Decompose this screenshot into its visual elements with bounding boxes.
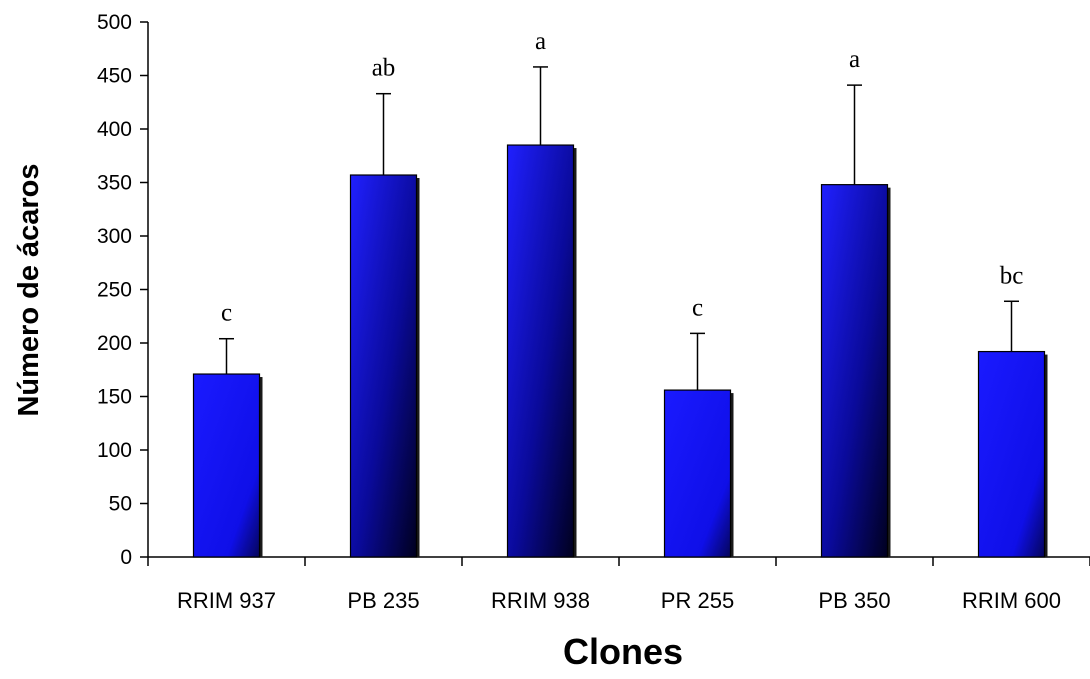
- x-tick-label: RRIM 937: [177, 588, 276, 613]
- bar: [977, 350, 1046, 558]
- significance-label: bc: [1000, 262, 1024, 289]
- y-tick-label: 50: [109, 493, 132, 516]
- bar: [192, 373, 261, 558]
- bar: [663, 389, 732, 558]
- y-tick-label: 400: [97, 118, 132, 141]
- y-tick-label: 100: [97, 439, 132, 462]
- y-axis-title-group: Número de ácaros: [13, 163, 45, 416]
- y-tick-label: 450: [97, 65, 132, 88]
- x-tick-label: RRIM 600: [962, 588, 1061, 613]
- significance-label: a: [849, 46, 860, 73]
- bar: [820, 184, 889, 558]
- significance-label: a: [535, 28, 546, 55]
- significance-label: c: [221, 300, 232, 327]
- y-axis-title: Número de ácaros: [13, 163, 45, 416]
- y-tick-label: 0: [120, 546, 132, 569]
- y-tick-label: 350: [97, 172, 132, 195]
- x-tick-label: PB 235: [347, 588, 419, 613]
- plot-area: 0 50 100 150 200 250 300 350 400 450 500 c RRIM 937 a…: [97, 11, 1090, 613]
- bar: [506, 144, 575, 558]
- x-axis-title: Clones: [563, 631, 683, 672]
- y-tick-label: 250: [97, 279, 132, 302]
- y-tick-label: 200: [97, 332, 132, 355]
- bar: [349, 174, 418, 558]
- significance-label: ab: [372, 55, 396, 82]
- x-tick-label: PR 255: [661, 588, 734, 613]
- y-tick-label: 300: [97, 225, 132, 248]
- significance-label: c: [692, 294, 703, 321]
- y-tick-label: 500: [97, 11, 132, 34]
- x-tick-label: RRIM 938: [491, 588, 590, 613]
- y-tick-label: 150: [97, 386, 132, 409]
- x-tick-label: PB 350: [818, 588, 890, 613]
